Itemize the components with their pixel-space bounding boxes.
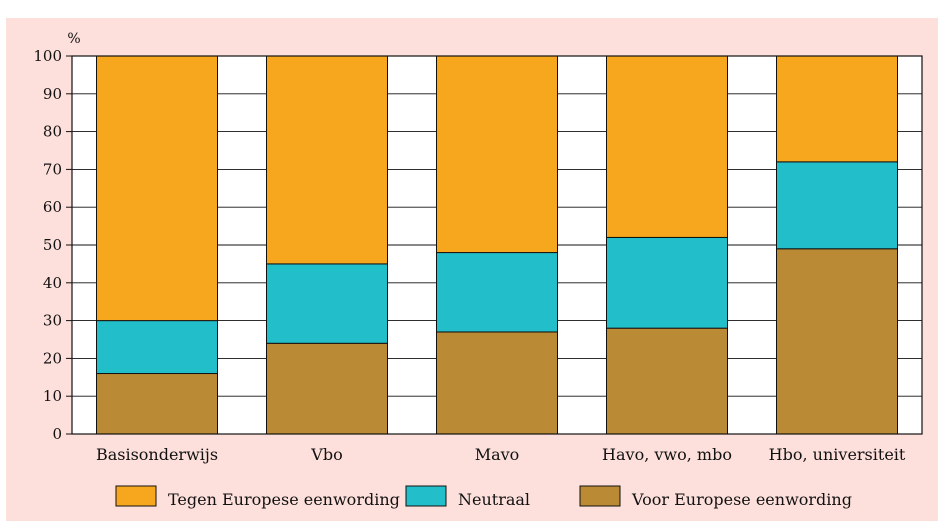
legend-swatch — [405, 485, 447, 507]
bar-segment — [776, 248, 898, 435]
y-tick-label: 0 — [52, 425, 62, 443]
chart-panel: % 0 10 20 30 40 50 60 70 80 90 100 Basisonderwijs V… — [6, 18, 938, 521]
y-tick-label: 100 — [33, 47, 62, 65]
bar-segment — [606, 236, 728, 329]
y-axis-label: % — [67, 31, 80, 47]
y-tick-label: 10 — [43, 387, 62, 405]
y-tick-label: 50 — [43, 236, 62, 254]
legend-swatch — [115, 485, 157, 507]
stacked-bar-chart: % 0 10 20 30 40 50 60 70 80 90 100 Basisonderwijs V… — [33, 31, 923, 509]
y-tick-label: 60 — [43, 198, 62, 216]
y-tick-label: 70 — [43, 160, 62, 178]
bars — [96, 55, 898, 435]
bar-segment — [266, 55, 388, 265]
bar-segment — [436, 252, 558, 333]
y-tick-label: 90 — [43, 85, 62, 103]
bar-segment — [96, 320, 218, 375]
legend-label: Voor Europese eenwording — [631, 490, 852, 509]
bar-segment — [606, 55, 728, 238]
y-tick-label: 40 — [43, 274, 62, 292]
bar-segment — [776, 55, 898, 163]
bar-segment — [776, 161, 898, 250]
legend-swatch — [579, 485, 621, 507]
bar-segment — [266, 342, 388, 435]
legend-label: Tegen Europese eenwording — [168, 490, 400, 509]
bar-segment — [96, 55, 218, 322]
x-tick-label: Hbo, universiteit — [769, 445, 906, 464]
bar-segment — [96, 373, 218, 435]
legend: Tegen Europese eenwording Neutraal Voor Eu… — [115, 485, 852, 509]
x-tick-label: Vbo — [310, 445, 342, 464]
y-tick-label: 20 — [43, 349, 62, 367]
x-tick-label: Mavo — [475, 445, 520, 464]
y-tick-label: 80 — [43, 123, 62, 141]
x-axis: Basisonderwijs Vbo Mavo Havo, vwo, mbo Hbo, … — [96, 445, 906, 464]
bar-segment — [606, 327, 728, 435]
legend-label: Neutraal — [458, 490, 530, 509]
x-tick-label: Havo, vwo, mbo — [602, 445, 732, 464]
y-axis: % 0 10 20 30 40 50 60 70 80 90 100 — [33, 31, 80, 443]
bar-segment — [436, 55, 558, 254]
chart-title-strip — [0, 0, 944, 18]
x-tick-label: Basisonderwijs — [96, 445, 218, 464]
bar-segment — [436, 331, 558, 435]
bar-segment — [266, 263, 388, 344]
y-tick-label: 30 — [43, 312, 62, 330]
